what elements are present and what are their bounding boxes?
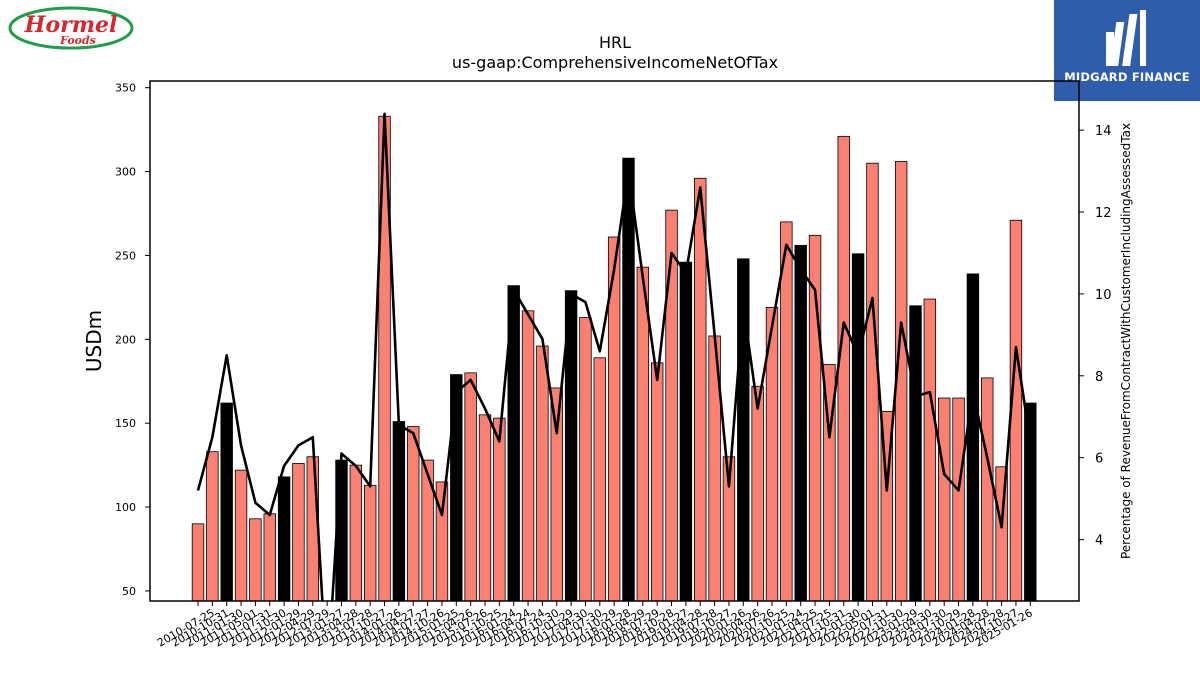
bar (780, 221, 793, 601)
y2-tick-label: 14 (1095, 124, 1112, 139)
x-axis: 2010-07-252010-10-312011-01-302011-05-01… (155, 601, 1035, 650)
bar (751, 385, 764, 601)
ratio-line (196, 112, 1032, 601)
bar (521, 310, 535, 601)
bar (191, 523, 205, 601)
brand-name: Hormel (24, 12, 118, 38)
bar (593, 357, 607, 601)
bar-highlight (679, 261, 693, 601)
bar-highlight (794, 244, 807, 601)
bar-highlight (450, 374, 463, 601)
bar (923, 298, 937, 601)
y2-tick-label: 12 (1095, 206, 1112, 221)
y2-tick-label: 10 (1095, 288, 1112, 303)
bar-highlight (909, 305, 922, 601)
bar (938, 397, 951, 601)
bar-series (191, 115, 1037, 601)
y-axis-label: USDm (82, 310, 106, 372)
ratio-series (196, 112, 1032, 601)
bar (536, 345, 549, 601)
hormel-foods-logo: Hormel Foods (8, 6, 134, 50)
bar (263, 513, 276, 601)
bar (292, 463, 305, 601)
bar (407, 426, 420, 601)
chart-title: HRL (599, 33, 631, 52)
y-tick-label: 200 (115, 333, 136, 346)
y2-tick-label: 8 (1095, 370, 1103, 385)
y2-tick-label: 4 (1095, 534, 1103, 549)
y-tick-label: 350 (115, 82, 136, 95)
bar-highlight (737, 258, 750, 601)
bar (421, 459, 434, 601)
bar (636, 266, 650, 601)
bar (607, 236, 621, 601)
bar (837, 135, 850, 601)
bar (206, 451, 219, 601)
y2-axis-label: Percentage of RevenueFromContractWithCus… (1119, 123, 1133, 559)
bar (478, 414, 492, 601)
bar (493, 417, 506, 601)
bar-highlight (277, 476, 291, 601)
bar (866, 162, 879, 601)
bar (981, 377, 994, 601)
bar-highlight (851, 253, 865, 601)
bar (363, 484, 377, 601)
bar (349, 464, 363, 601)
bar (464, 372, 477, 601)
bar-highlight (966, 273, 980, 601)
bar (651, 362, 664, 601)
chart-subtitle: us-gaap:ComprehensiveIncomeNetOfTax (452, 53, 778, 72)
midgard-mark-icon (1106, 10, 1146, 66)
bar-highlight (392, 421, 406, 601)
y-tick-label: 50 (122, 585, 136, 598)
bar (823, 364, 836, 601)
bar (249, 518, 262, 601)
y-tick-label: 300 (115, 166, 136, 179)
y2-axis: 4 6 8 10 12 14 (1079, 124, 1112, 549)
bar (808, 234, 822, 601)
y-tick-label: 250 (115, 249, 136, 262)
bar (550, 387, 563, 601)
bar (995, 466, 1008, 601)
bar (579, 317, 592, 601)
y2-tick-label: 6 (1095, 452, 1103, 467)
bar-highlight (564, 290, 578, 601)
bar-highlight (220, 402, 233, 601)
bar (665, 209, 678, 601)
bar (765, 307, 779, 601)
y-tick-label: 100 (115, 501, 136, 514)
bar (952, 397, 965, 601)
bar-highlight (622, 157, 635, 601)
partner-name: MIDGARD FINANCE (1064, 70, 1190, 84)
bar-highlight (1024, 402, 1037, 601)
bar (234, 469, 248, 601)
bar (880, 411, 894, 601)
y-tick-label: 150 (115, 417, 136, 430)
bar-highlight (507, 285, 520, 601)
y-axis: 50 100 150 200 250 300 350 (115, 82, 150, 598)
brand-sub: Foods (59, 34, 96, 47)
